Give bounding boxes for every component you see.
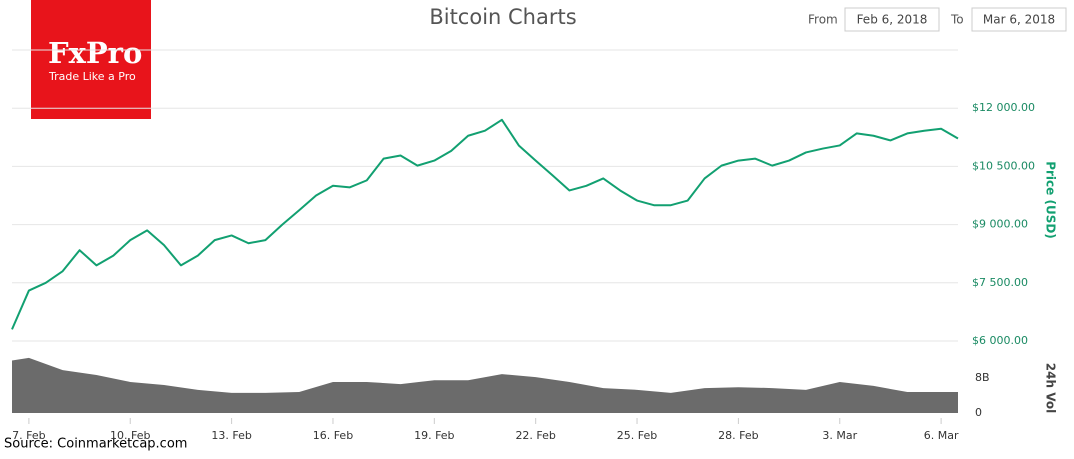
volume-label: 24h Vol: [1044, 363, 1058, 413]
x-tick-label: 28. Feb: [718, 429, 758, 442]
to-value[interactable]: Mar 6, 2018: [983, 13, 1055, 27]
x-tick-label: 6. Mar: [924, 429, 959, 442]
y-tick-label: $9 000.00: [972, 218, 1028, 231]
volume-tick-label: 0: [975, 406, 982, 419]
from-input[interactable]: [844, 7, 940, 32]
volume-area: [12, 357, 958, 413]
price-line: [11, 118, 959, 330]
y-tick-label: $7 500.00: [972, 276, 1028, 289]
x-tick-label: 19. Feb: [414, 429, 454, 442]
from-label: From: [808, 13, 838, 27]
y-tick-label: $6 000.00: [972, 334, 1028, 347]
logo-box: [31, 0, 151, 119]
x-tick-label: 25. Feb: [617, 429, 657, 442]
source: Source: Coinmarketcap.com: [4, 437, 187, 452]
from-value[interactable]: Feb 6, 2018: [857, 13, 928, 27]
volume-tick-label: 8B: [975, 371, 990, 384]
to-label: To: [950, 13, 964, 27]
x-tick-label: 16. Feb: [313, 429, 353, 442]
y-axis-label: Price (USD): [1044, 161, 1058, 239]
logo-brand: FxPro: [48, 36, 142, 70]
logo-tagline: Trade Like a Pro: [48, 70, 136, 83]
x-tick-label: 7. Feb: [12, 429, 45, 442]
x-tick-label: 3. Mar: [822, 429, 857, 442]
chart-title: Bitcoin Charts: [429, 5, 576, 29]
y-tick-label: $12 000.00: [972, 101, 1035, 114]
to-input[interactable]: [971, 7, 1067, 32]
y-tick-label: $10 500.00: [972, 159, 1035, 172]
x-tick-label: 22. Feb: [515, 429, 555, 442]
x-tick-label: 13. Feb: [211, 429, 251, 442]
x-tick-label: 10. Feb: [110, 429, 150, 442]
